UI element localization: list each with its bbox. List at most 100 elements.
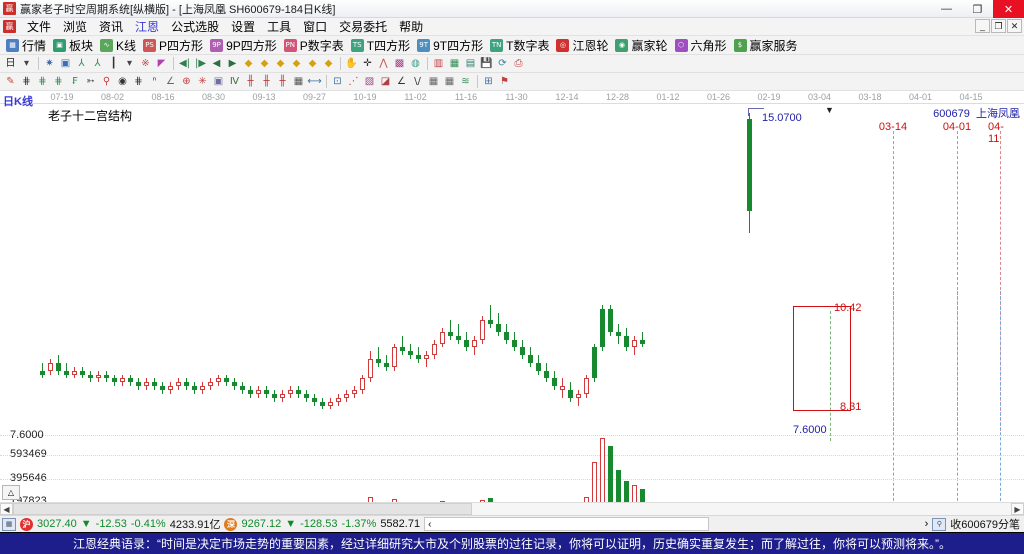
- menu-item-help[interactable]: 帮助: [399, 20, 424, 34]
- zoom-diamond1-icon[interactable]: ◆: [244, 57, 253, 69]
- scroll-left-arrow[interactable]: ◀: [0, 503, 13, 515]
- matrix2-icon[interactable]: ▦: [444, 75, 455, 87]
- menu-item-formula-stock-pick[interactable]: 公式选股: [171, 20, 220, 34]
- target-icon[interactable]: ⊕: [182, 75, 191, 87]
- draw-fractal-icon[interactable]: ※: [141, 57, 150, 69]
- period-day-icon[interactable]: 日: [5, 57, 16, 69]
- last-page-icon[interactable]: |▶: [194, 57, 207, 69]
- toolbar-button-grid[interactable]: ▦ 行情: [4, 37, 51, 54]
- quote-grid-icon[interactable]: ▦: [2, 517, 16, 531]
- angle-icon[interactable]: ∠: [166, 75, 175, 87]
- menu-item-window[interactable]: 窗口: [303, 20, 328, 34]
- zoom-diamond6-icon[interactable]: ◆: [324, 57, 333, 69]
- wave-icon[interactable]: Ⅳ: [229, 75, 240, 87]
- polyline-icon[interactable]: ⋀: [379, 57, 388, 69]
- zoom-diamond5-icon[interactable]: ◆: [308, 57, 317, 69]
- maximize-button[interactable]: ❐: [972, 3, 983, 16]
- cycle3-icon[interactable]: ╫: [279, 75, 286, 87]
- star-icon[interactable]: ✳: [198, 75, 207, 87]
- arrows-icon[interactable]: ⟷: [307, 75, 322, 87]
- zoom-diamond4-icon[interactable]: ◆: [292, 57, 301, 69]
- toolbar-button-kline[interactable]: ∿ K线: [98, 37, 141, 54]
- zoom-diamond3-icon[interactable]: ◆: [276, 57, 285, 69]
- minimize-button[interactable]: —: [941, 3, 952, 15]
- next-icon[interactable]: ▶: [228, 57, 237, 69]
- candle-dropdown-icon[interactable]: ▾: [126, 57, 133, 69]
- fork-icon[interactable]: ⋕: [22, 75, 31, 87]
- period-dropdown-icon[interactable]: ▾: [23, 57, 30, 69]
- menu-item-gann[interactable]: 江恩: [135, 20, 160, 34]
- menu-item-browse[interactable]: 浏览: [63, 20, 88, 34]
- matrix-icon[interactable]: ▦: [428, 75, 439, 87]
- indicator2-icon[interactable]: ⅄: [94, 57, 101, 69]
- rays-icon[interactable]: ⋰: [348, 75, 359, 87]
- prev-icon[interactable]: ◀: [212, 57, 221, 69]
- mdi-restore-button[interactable]: ❐: [991, 19, 1006, 33]
- indicator1-icon[interactable]: ⅄: [78, 57, 85, 69]
- gann-angle-icon[interactable]: ◪: [380, 75, 391, 87]
- spiral-icon[interactable]: ➳: [86, 75, 95, 87]
- window-icon[interactable]: ▣: [60, 57, 71, 69]
- grid2-icon[interactable]: ⋕: [134, 75, 143, 87]
- annotation-rectangle[interactable]: [793, 306, 851, 411]
- menu-item-trade[interactable]: 交易委托: [339, 20, 388, 34]
- lines-icon[interactable]: ≋: [461, 75, 470, 87]
- scroll-track[interactable]: [13, 503, 1011, 515]
- flag-icon[interactable]: ◤: [157, 57, 166, 69]
- gann-fan1-icon[interactable]: ⋕: [38, 75, 47, 87]
- first-page-icon[interactable]: ◀|: [178, 57, 191, 69]
- fib-icon[interactable]: ₣: [71, 75, 78, 87]
- toolbar-button-t9-square[interactable]: 9T 9T四方形: [415, 37, 488, 54]
- chart-canvas[interactable]: 07-19 08-02 08-16 08-30 09-13 09-27 10-19 11-02…: [0, 91, 1024, 515]
- menu-item-settings[interactable]: 设置: [231, 20, 256, 34]
- toolbar-button-hexagon[interactable]: ⬡ 六角形: [673, 37, 732, 54]
- crossnet-icon[interactable]: ✷: [45, 57, 54, 69]
- status-nav-next[interactable]: ›: [924, 518, 929, 530]
- cycle2-icon[interactable]: ╫: [263, 75, 270, 87]
- crosshair-icon[interactable]: ✛: [363, 57, 372, 69]
- save-icon[interactable]: 💾: [480, 57, 493, 69]
- stats-icon[interactable]: ⊞: [484, 75, 493, 87]
- toolbar-button-p-square[interactable]: PS P四方形: [141, 37, 208, 54]
- ellipse-icon[interactable]: ◍: [411, 57, 420, 69]
- power-icon[interactable]: ⁿ: [152, 75, 157, 87]
- menu-item-news[interactable]: 资讯: [99, 20, 124, 34]
- status-input-field[interactable]: ‹: [424, 517, 710, 531]
- horizontal-scrollbar[interactable]: ◀ ▶: [0, 502, 1024, 515]
- magnet-icon[interactable]: ⚲: [102, 75, 111, 87]
- toolbar-button-p-number[interactable]: PN P数字表: [282, 37, 349, 54]
- toolbar-button-p9-square[interactable]: 9P 9P四方形: [208, 37, 282, 54]
- circle-icon[interactable]: ◉: [118, 75, 127, 87]
- mdi-minimize-button[interactable]: _: [975, 19, 990, 33]
- net-icon[interactable]: ▦: [293, 75, 304, 87]
- menu-item-file[interactable]: 文件: [27, 20, 52, 34]
- print-icon[interactable]: ⎙: [514, 57, 523, 69]
- scroll-right-arrow[interactable]: ▶: [1011, 503, 1024, 515]
- candle-style-icon[interactable]: ┃: [110, 57, 117, 69]
- gann-fan2-icon[interactable]: ⋕: [54, 75, 63, 87]
- table-icon[interactable]: ▦: [449, 57, 460, 69]
- mdi-close-button[interactable]: ✕: [1007, 19, 1022, 33]
- gann-square-icon[interactable]: ▧: [364, 75, 375, 87]
- menu-item-tools[interactable]: 工具: [267, 20, 292, 34]
- toolbar-button-t-square[interactable]: TS T四方形: [349, 37, 415, 54]
- gann-box-icon[interactable]: ▩: [394, 57, 405, 69]
- cycle1-icon[interactable]: ╫: [247, 75, 254, 87]
- status-nav-prev[interactable]: ‹: [428, 518, 432, 530]
- hand-icon[interactable]: ✋: [345, 57, 358, 69]
- zigzag-icon[interactable]: \/: [414, 75, 421, 87]
- toolbar-button-gann-wheel[interactable]: ◎ 江恩轮: [554, 37, 613, 54]
- slope-icon[interactable]: ∠: [397, 75, 406, 87]
- zoom-diamond2-icon[interactable]: ◆: [260, 57, 269, 69]
- chart-corner-button[interactable]: △: [2, 485, 20, 500]
- report-icon[interactable]: ▤: [465, 57, 476, 69]
- toolbar-button-service[interactable]: $ 赢家服务: [732, 37, 803, 54]
- toolbar-button-blocks[interactable]: ▣ 板块: [51, 37, 98, 54]
- toolbar-button-t-number[interactable]: TN T数字表: [488, 37, 554, 54]
- alert-icon[interactable]: ⚑: [500, 75, 509, 87]
- toolbar-button-winner-wheel[interactable]: ◉ 赢家轮: [613, 37, 672, 54]
- calendar-icon[interactable]: ▥: [433, 57, 444, 69]
- box-icon[interactable]: ▣: [213, 75, 224, 87]
- pen-icon[interactable]: ✎: [6, 75, 15, 87]
- scroll-thumb[interactable]: [13, 503, 473, 515]
